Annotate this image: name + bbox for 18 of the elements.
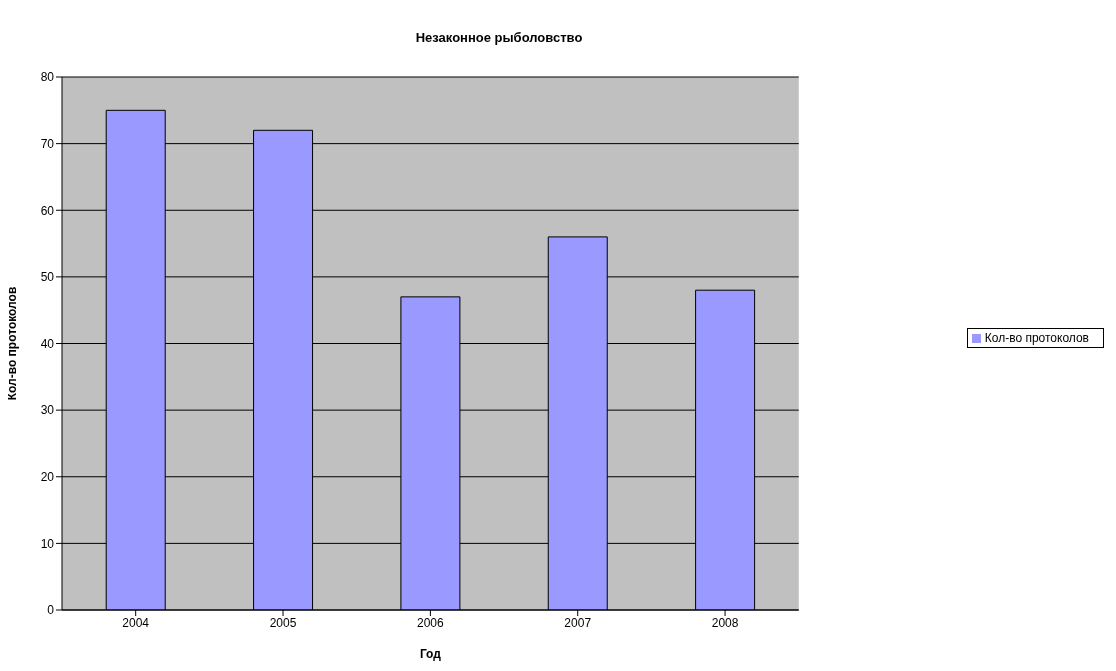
y-tick-label: 50 xyxy=(40,270,55,285)
y-tick-label: 60 xyxy=(40,203,55,218)
y-tick-label: 10 xyxy=(40,536,55,551)
y-tick-label: 70 xyxy=(40,136,55,151)
y-tick-label: 30 xyxy=(40,403,55,418)
x-tick-label: 2005 xyxy=(269,615,297,630)
y-tick-label: 0 xyxy=(47,603,55,618)
x-axis-title: Год xyxy=(419,647,442,661)
legend-label: Кол-во протоколов xyxy=(984,331,1089,345)
x-tick-label: 2004 xyxy=(122,615,150,630)
y-axis-title: Кол-во протоколов xyxy=(5,286,20,401)
y-tick-label: 80 xyxy=(40,70,55,85)
y-tick-label: 20 xyxy=(40,470,55,485)
x-tick-label: 2007 xyxy=(564,615,592,630)
chart-title: Незаконное рыболовство xyxy=(414,30,584,45)
y-tick-label: 40 xyxy=(40,336,55,351)
x-tick-label: 2008 xyxy=(711,615,739,630)
x-tick-label: 2006 xyxy=(417,615,445,630)
